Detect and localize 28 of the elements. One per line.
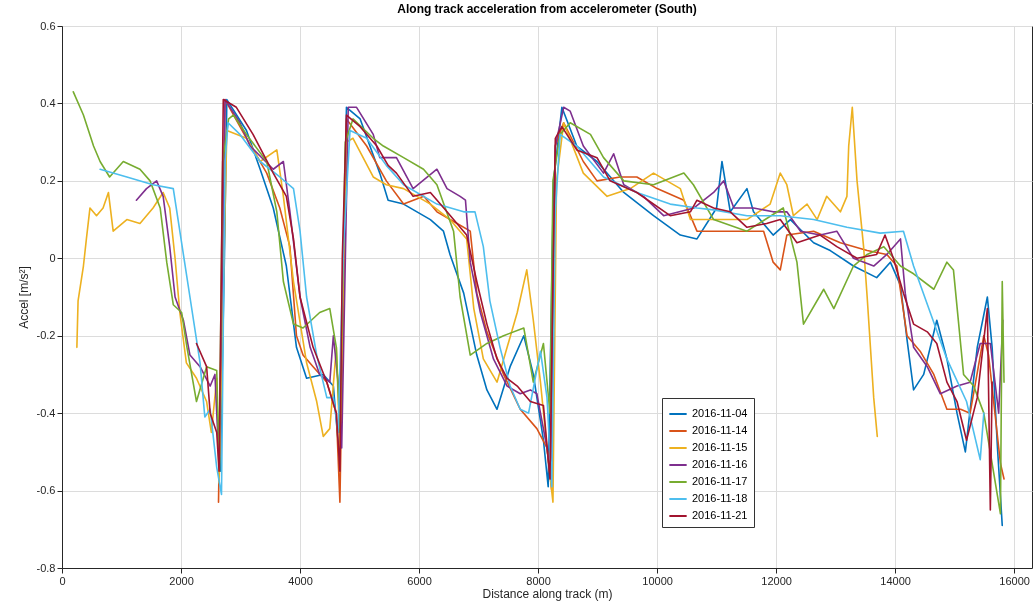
legend-label: 2016-11-14 bbox=[692, 424, 748, 436]
x-tick-label: 2000 bbox=[169, 574, 194, 587]
y-tick-label: -0.4 bbox=[36, 406, 56, 419]
y-tick-label: 0.2 bbox=[40, 174, 56, 187]
legend-label: 2016-11-18 bbox=[692, 492, 748, 504]
y-tick-label: 0 bbox=[49, 251, 56, 264]
y-tick-label: 0.4 bbox=[40, 96, 56, 109]
y-axis-title: Accel [m/s²] bbox=[16, 266, 31, 329]
y-tick-label: 0.6 bbox=[40, 19, 56, 32]
x-tick-label: 0 bbox=[59, 574, 66, 587]
x-tick-label: 6000 bbox=[407, 574, 432, 587]
legend-label: 2016-11-15 bbox=[692, 441, 748, 453]
x-tick-label: 8000 bbox=[526, 574, 551, 587]
y-tick-label: -0.2 bbox=[36, 329, 56, 342]
x-tick-label: 14000 bbox=[880, 574, 911, 587]
x-tick-label: 12000 bbox=[761, 574, 792, 587]
legend-label: 2016-11-21 bbox=[692, 509, 748, 521]
legend-label: 2016-11-04 bbox=[692, 407, 748, 419]
x-axis-title: Distance along track (m) bbox=[482, 586, 613, 601]
chart-title: Along track acceleration from accelerometer (South) bbox=[397, 2, 697, 16]
x-tick-label: 16000 bbox=[999, 574, 1030, 587]
x-tick-label: 4000 bbox=[288, 574, 313, 587]
legend-label: 2016-11-17 bbox=[692, 475, 748, 487]
line-series bbox=[99, 121, 985, 496]
y-tick-label: -0.6 bbox=[36, 484, 56, 497]
x-tick-label: 10000 bbox=[642, 574, 673, 587]
legend-label: 2016-11-16 bbox=[692, 458, 748, 470]
y-tick-label: -0.8 bbox=[36, 561, 56, 574]
